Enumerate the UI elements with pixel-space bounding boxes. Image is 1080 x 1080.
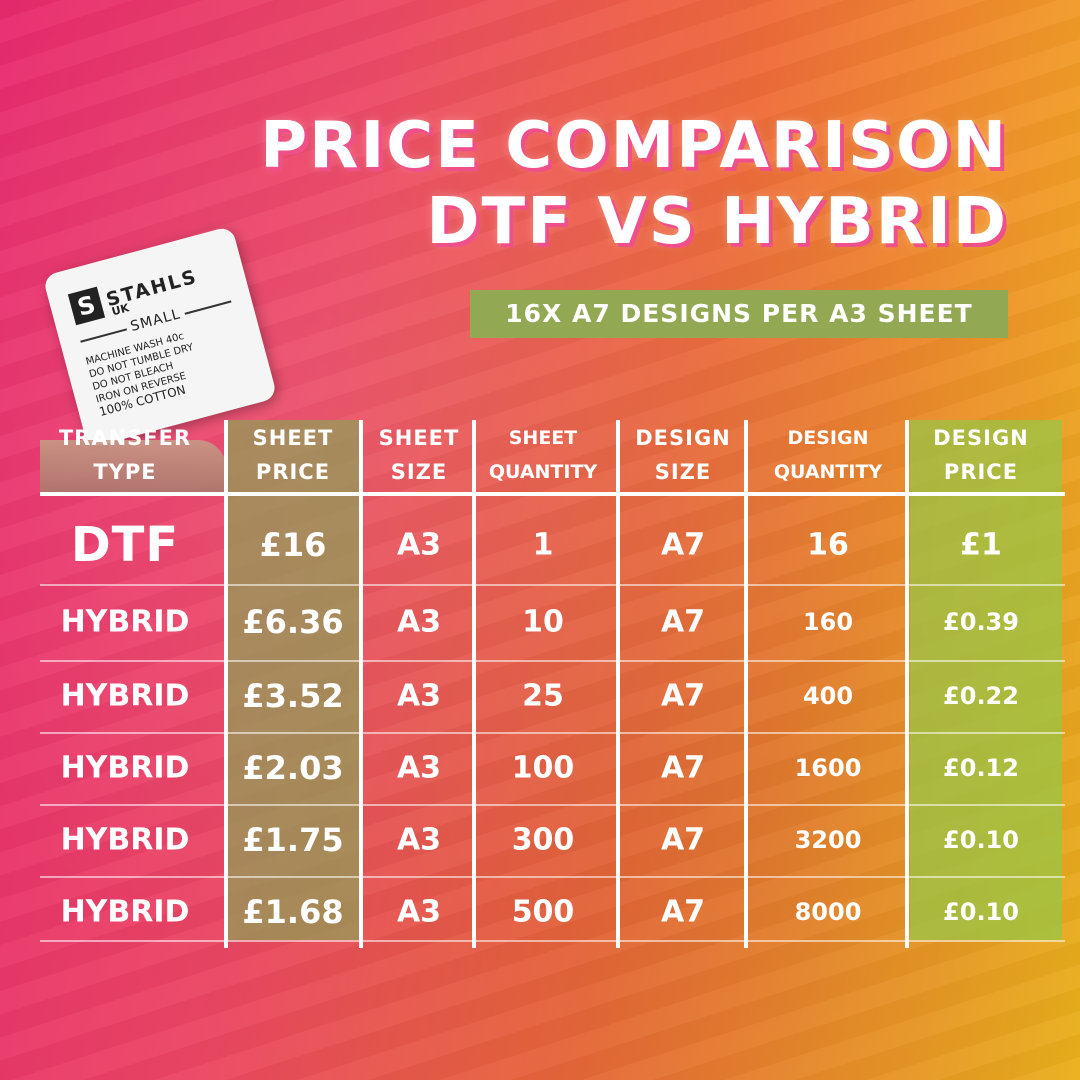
cell-design-size: A7 xyxy=(660,822,706,858)
cell-sheet-price: £16 xyxy=(259,526,327,564)
cell-sheet-size: A3 xyxy=(396,678,442,714)
stahls-logo-mark: S xyxy=(67,286,106,326)
cell-transfer-type: HYBRID xyxy=(60,678,190,714)
header-line: SIZE xyxy=(390,460,448,484)
header-line: QUANTITY xyxy=(773,461,883,483)
header-transfer-type: TRANSFER TYPE xyxy=(59,421,191,489)
row-divider xyxy=(40,940,1065,942)
cell-design-size: A7 xyxy=(660,604,706,640)
cell-sheet-quantity: 10 xyxy=(522,604,564,640)
cell-design-price: £0.12 xyxy=(943,754,1019,782)
hand-holding-label xyxy=(40,440,226,496)
cell-sheet-price: £6.36 xyxy=(242,603,344,641)
header-line: DESIGN xyxy=(635,426,731,450)
header-line: TRANSFER xyxy=(58,426,192,450)
cell-sheet-price: £3.52 xyxy=(242,677,344,715)
cell-sheet-price: £1.75 xyxy=(242,821,344,859)
cell-transfer-type: HYBRID xyxy=(60,822,190,858)
sheet-price-column-highlight xyxy=(228,420,361,940)
cell-sheet-quantity: 100 xyxy=(511,750,575,786)
subtitle-banner: 16X A7 DESIGNS PER A3 SHEET xyxy=(470,290,1008,338)
header-sheet-size: SHEET SIZE xyxy=(379,421,460,489)
header-line: SHEET xyxy=(508,427,578,449)
cell-sheet-quantity: 500 xyxy=(511,894,575,930)
header-line: SHEET xyxy=(378,426,460,450)
cell-design-size: A7 xyxy=(660,750,706,786)
cell-design-price: £0.10 xyxy=(943,898,1019,926)
header-line: DESIGN xyxy=(787,427,869,449)
row-divider xyxy=(40,660,1065,662)
column-divider xyxy=(616,420,620,948)
header-divider xyxy=(40,492,1065,496)
row-divider xyxy=(40,804,1065,806)
cell-sheet-size: A3 xyxy=(396,822,442,858)
header-line: PRICE xyxy=(943,460,1019,484)
cell-sheet-price: £2.03 xyxy=(242,749,344,787)
cell-sheet-size: A3 xyxy=(396,527,442,563)
cell-sheet-quantity: 25 xyxy=(522,678,564,714)
design-price-column-highlight xyxy=(910,420,1062,940)
cell-design-quantity: 8000 xyxy=(794,898,862,926)
cell-transfer-type: HYBRID xyxy=(60,894,190,930)
title-line-2: DTF VS HYBRID xyxy=(426,185,1008,259)
row-divider xyxy=(40,584,1065,586)
column-divider xyxy=(359,420,363,948)
label-region: UK xyxy=(110,301,131,319)
cell-design-quantity: 16 xyxy=(807,527,849,563)
cell-transfer-type: HYBRID xyxy=(60,750,190,786)
header-line: TYPE xyxy=(93,460,157,484)
cell-design-quantity: 1600 xyxy=(794,754,862,782)
cell-design-price: £1 xyxy=(960,527,1002,563)
header-sheet-price: SHEET PRICE xyxy=(253,421,334,489)
header-line: SIZE xyxy=(654,460,712,484)
header-line: PRICE xyxy=(255,460,331,484)
header-sheet-quantity: SHEET QUANTITY xyxy=(489,421,597,489)
page-title: PRICE COMPARISON DTF VS HYBRID xyxy=(260,108,1008,260)
cell-design-quantity: 400 xyxy=(802,682,854,710)
cell-design-size: A7 xyxy=(660,678,706,714)
cell-sheet-quantity: 1 xyxy=(532,527,554,563)
cell-design-quantity: 3200 xyxy=(794,826,862,854)
header-design-price: DESIGN PRICE xyxy=(933,421,1029,489)
column-divider xyxy=(224,420,228,948)
header-line: QUANTITY xyxy=(488,461,598,483)
header-design-quantity: DESIGN QUANTITY xyxy=(774,421,882,489)
cell-design-price: £0.10 xyxy=(943,826,1019,854)
header-line: SHEET xyxy=(252,426,334,450)
cell-sheet-size: A3 xyxy=(396,750,442,786)
cell-transfer-type: DTF xyxy=(70,517,180,573)
row-divider xyxy=(40,732,1065,734)
cell-sheet-size: A3 xyxy=(396,604,442,640)
cell-sheet-quantity: 300 xyxy=(511,822,575,858)
cell-design-size: A7 xyxy=(660,894,706,930)
cell-sheet-price: £1.68 xyxy=(242,893,344,931)
cell-design-quantity: 160 xyxy=(802,608,854,636)
row-divider xyxy=(40,876,1065,878)
column-divider xyxy=(905,420,909,948)
column-divider xyxy=(744,420,748,948)
cell-design-size: A7 xyxy=(660,527,706,563)
cell-design-price: £0.22 xyxy=(943,682,1019,710)
cell-transfer-type: HYBRID xyxy=(60,604,190,640)
header-design-size: DESIGN SIZE xyxy=(635,421,731,489)
title-line-1: PRICE COMPARISON xyxy=(260,109,1008,183)
column-divider xyxy=(472,420,476,948)
header-line: DESIGN xyxy=(933,426,1029,450)
cell-sheet-size: A3 xyxy=(396,894,442,930)
cell-design-price: £0.39 xyxy=(943,608,1019,636)
